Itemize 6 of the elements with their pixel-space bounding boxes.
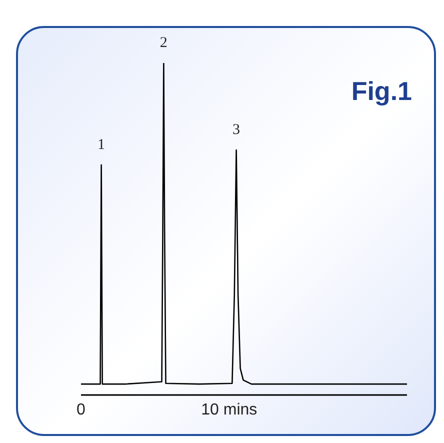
annotation: 2: [160, 35, 168, 51]
annotation: Fig.1: [351, 76, 412, 107]
x-tick-label: 0: [76, 401, 86, 418]
annotation: 1: [98, 136, 106, 153]
x-tick-label: 10 mins: [201, 401, 258, 418]
annotation: 3: [232, 122, 240, 138]
